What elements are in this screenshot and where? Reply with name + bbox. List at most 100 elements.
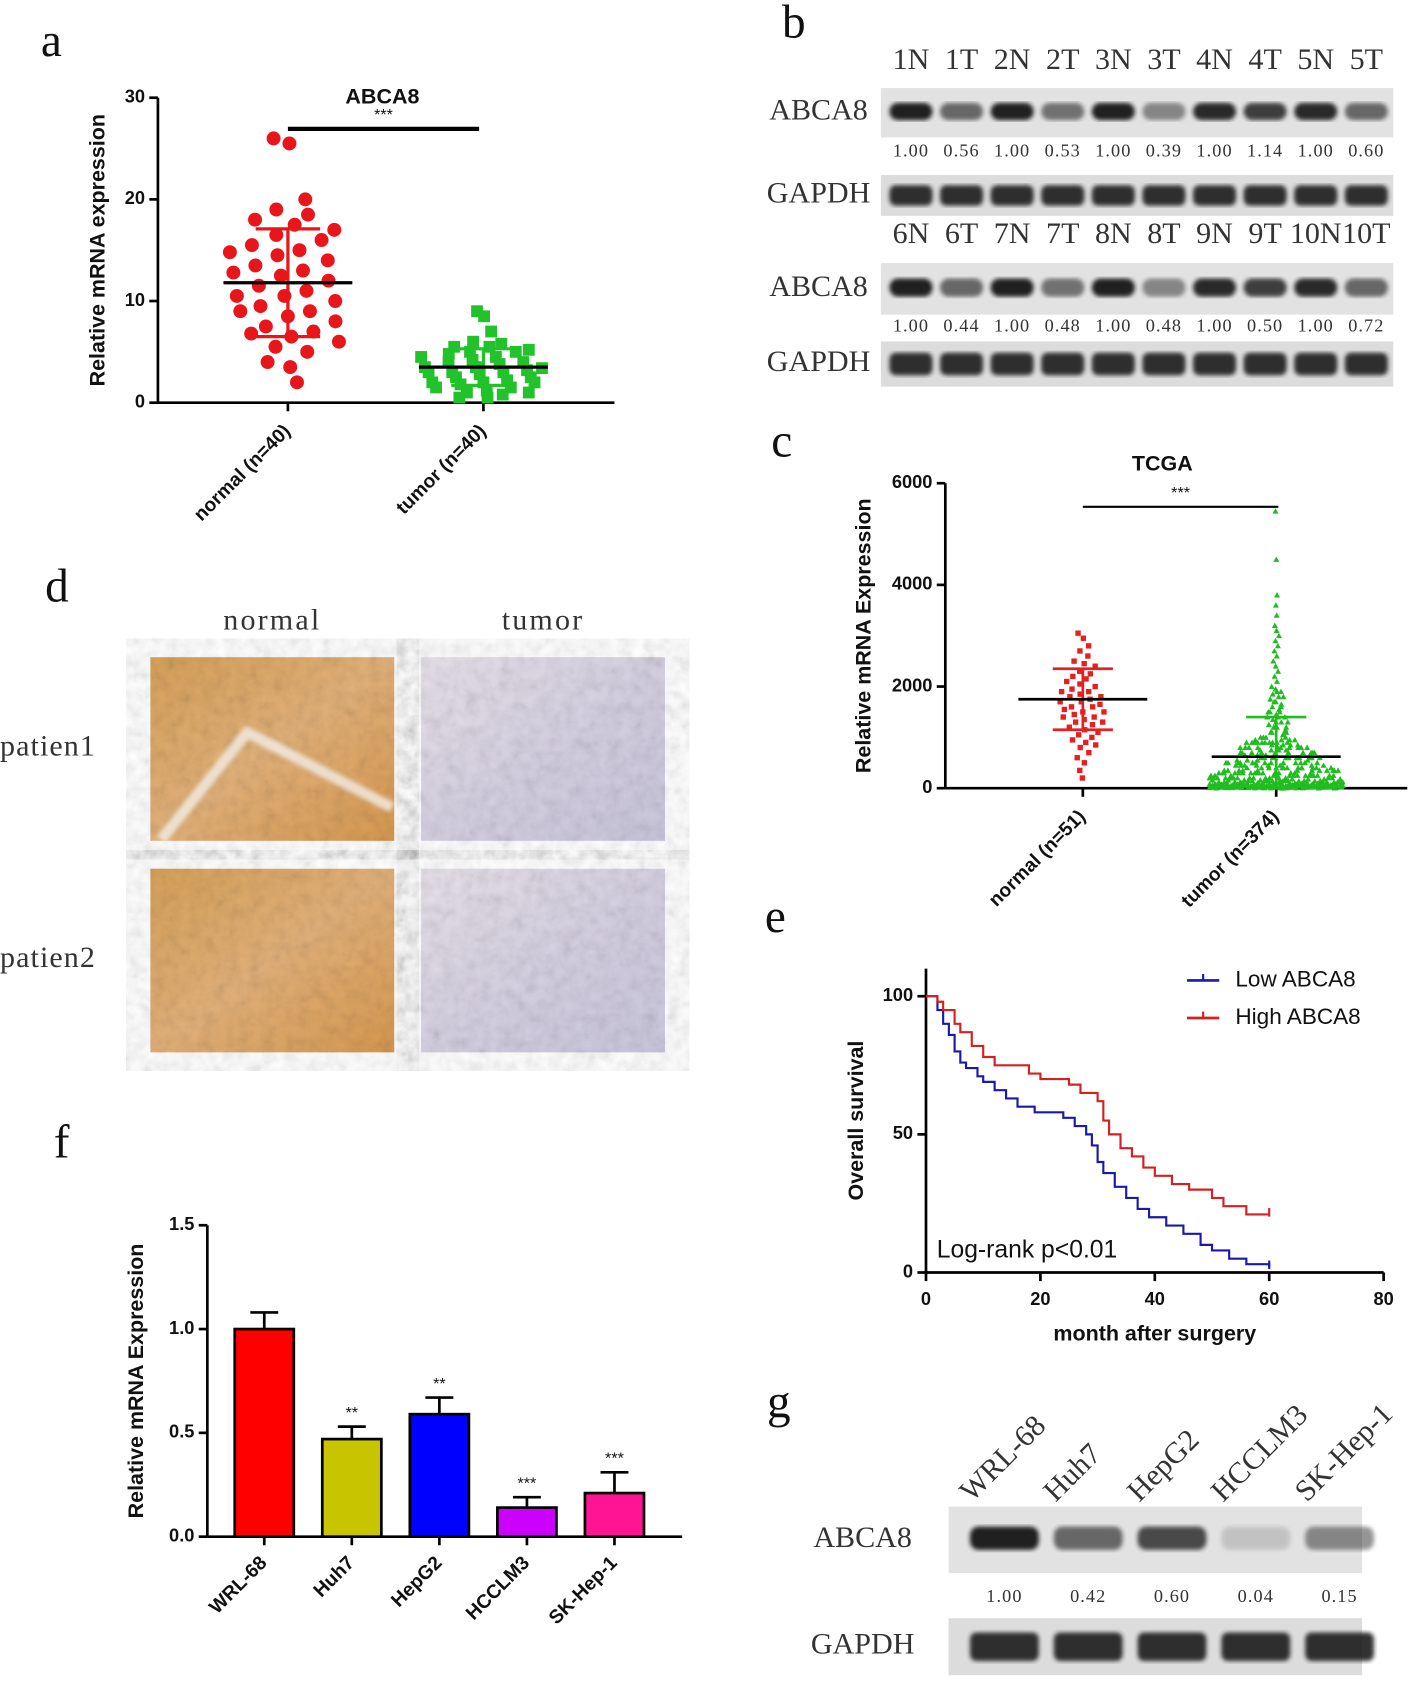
data-point [1274,592,1281,598]
data-point [1243,782,1250,789]
data-point [415,351,428,363]
data-point [1298,764,1305,771]
data-point [1221,769,1228,776]
data-point [1289,783,1296,790]
data-point [1089,704,1096,710]
data-point [1238,784,1245,791]
data-point [1209,783,1216,790]
data-point [1091,714,1097,720]
data-point [1294,781,1301,787]
data-point [1279,785,1286,791]
data-point [485,325,498,338]
data-point [1089,734,1095,741]
data-point [320,253,335,268]
data-point [430,381,442,394]
data-point [1309,764,1316,771]
data-point [1222,775,1229,781]
data-point [1278,719,1285,725]
ratio-label: 0.42 [1070,1586,1106,1606]
survival-curve [925,995,1271,1267]
x-tick-label: HCCLM3 [462,1552,534,1624]
data-point [1077,767,1083,774]
lane-label: 4N [1196,42,1233,76]
data-point [248,212,263,227]
y-tick-label: 6000 [892,471,933,492]
ratio-label: 0.04 [1238,1586,1274,1606]
data-point [270,248,285,263]
data-point [1069,737,1076,743]
data-point [1259,780,1266,786]
data-point [1269,777,1276,783]
ratio-label: 1.00 [1095,316,1131,336]
significance: ** [346,1404,359,1422]
control-band [1294,185,1338,206]
control-band [1243,185,1287,206]
target-band [1243,102,1287,121]
data-point [1213,785,1220,791]
error-bar [250,1311,279,1330]
ratio-label: 0.60 [1348,141,1384,161]
bar [496,1506,558,1539]
data-point [473,368,486,381]
data-point [298,192,313,207]
data-point [269,227,284,242]
data-point [1277,744,1284,750]
data-point [1087,671,1093,677]
bar [408,1412,471,1539]
data-point [448,340,461,353]
ratio-label: 1.00 [893,141,929,161]
chart-title: TCGA [1132,452,1193,476]
control-band [940,185,984,206]
data-point [331,334,346,349]
data-point [1083,676,1089,682]
data-point [1237,744,1244,750]
data-point [1077,668,1083,674]
data-point [260,355,275,370]
data-point [1080,635,1087,641]
data-point [1250,782,1257,789]
data-point [1283,729,1290,735]
control-band [1137,1632,1207,1661]
data-point [1285,777,1292,783]
lane-label: 3T [1147,42,1180,76]
control-band [970,1632,1039,1661]
data-point [251,278,266,293]
data-point [1086,749,1092,756]
ratio-label: 0.53 [1045,141,1081,161]
data-point [253,299,268,314]
data-point [1251,739,1258,745]
data-point [442,356,455,368]
data-point [244,326,259,341]
data-point [509,345,522,358]
data-point [314,233,329,248]
data-point [1093,742,1099,748]
data-point [1095,729,1101,735]
control-band [1041,352,1085,376]
data-point [1323,782,1330,789]
target-band [1243,278,1287,297]
lane-label: 1N [893,42,930,76]
data-point [1331,785,1338,791]
lane-label: 5T [1350,42,1383,76]
y-tick-label: 10 [125,289,145,310]
control-band [1091,352,1135,376]
data-point [1314,783,1321,789]
data-point [1101,709,1107,715]
data-point [1276,708,1283,715]
data-point [1258,749,1265,756]
y-tick-label: 1.5 [169,1213,194,1234]
data-point [1301,759,1308,766]
ratio-label: 0.60 [1154,1586,1190,1606]
target-label: ABCA8 [813,1520,912,1554]
data-point [1244,757,1251,763]
data-point [1303,779,1310,785]
data-point [1291,736,1298,743]
control-band [889,352,933,376]
data-point [1230,775,1237,781]
data-point [1243,780,1250,786]
target-band [1091,278,1135,297]
data-point [1274,688,1281,695]
data-point [1280,759,1287,766]
x-tick-label: 80 [1373,1288,1393,1309]
data-point [1234,775,1241,781]
